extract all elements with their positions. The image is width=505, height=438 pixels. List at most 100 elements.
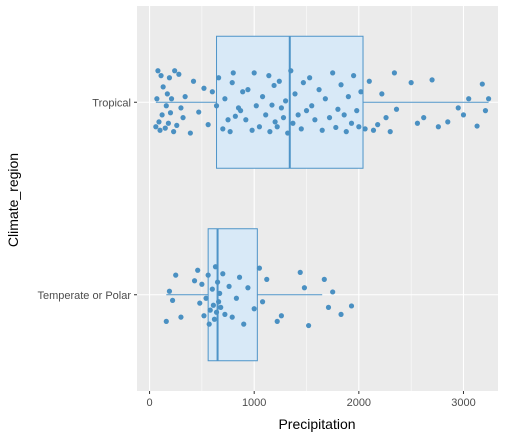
data-point xyxy=(356,124,362,130)
data-point xyxy=(309,103,315,109)
data-point xyxy=(266,73,272,79)
data-point xyxy=(178,314,184,320)
y-tick-label: Tropical xyxy=(92,97,131,109)
data-point xyxy=(174,122,180,128)
data-point xyxy=(312,117,318,123)
data-point xyxy=(379,91,385,97)
data-point xyxy=(173,272,179,278)
data-point xyxy=(168,96,175,102)
data-point xyxy=(245,285,251,291)
data-point xyxy=(345,94,351,100)
data-point xyxy=(351,73,357,79)
jitter-points xyxy=(153,68,492,329)
data-point xyxy=(201,85,207,91)
boxplots xyxy=(155,35,489,362)
x-axis: 0 1000 2000 3000 xyxy=(146,391,476,409)
data-point xyxy=(330,289,336,295)
data-point xyxy=(160,84,166,90)
data-point xyxy=(263,112,269,118)
data-point xyxy=(225,117,231,123)
data-point xyxy=(156,119,162,125)
data-point xyxy=(171,129,177,135)
data-point xyxy=(485,96,492,102)
data-point xyxy=(163,318,169,324)
data-point xyxy=(421,115,427,121)
data-point xyxy=(172,68,178,74)
data-point xyxy=(232,113,238,119)
data-point xyxy=(251,70,257,76)
data-point xyxy=(341,112,347,118)
data-point xyxy=(343,129,349,135)
data-point xyxy=(191,278,198,284)
data-point xyxy=(455,105,461,111)
data-point xyxy=(249,127,255,133)
data-point xyxy=(338,82,344,88)
data-point xyxy=(164,91,170,97)
data-point xyxy=(213,309,220,315)
data-point xyxy=(445,119,451,125)
data-point xyxy=(272,119,278,125)
data-point xyxy=(264,276,270,282)
y-axis-title: Climate_region xyxy=(5,153,21,247)
data-point xyxy=(370,127,377,133)
data-point xyxy=(269,102,275,108)
data-point xyxy=(220,126,226,132)
data-point xyxy=(253,103,259,109)
x-tick-label: 2000 xyxy=(347,397,371,409)
data-point xyxy=(245,87,251,93)
data-point xyxy=(166,288,173,294)
data-point xyxy=(358,89,364,95)
data-point xyxy=(383,115,389,121)
data-point xyxy=(278,105,284,111)
data-point xyxy=(199,281,205,287)
data-point xyxy=(187,130,193,136)
x-tick-label: 1000 xyxy=(242,397,266,409)
data-point xyxy=(303,108,310,114)
data-point xyxy=(220,271,226,277)
data-point xyxy=(300,80,306,86)
data-point xyxy=(158,73,164,79)
data-point xyxy=(330,70,336,76)
data-point xyxy=(297,269,303,275)
data-point xyxy=(479,81,485,87)
data-point xyxy=(216,299,222,305)
data-point xyxy=(217,290,223,296)
data-point xyxy=(348,303,355,309)
data-point xyxy=(207,307,213,313)
data-point xyxy=(213,103,220,109)
data-point xyxy=(259,299,266,305)
data-point xyxy=(162,125,168,131)
data-point xyxy=(274,124,280,130)
data-point xyxy=(414,120,421,126)
box xyxy=(207,228,258,362)
data-point xyxy=(466,96,472,102)
data-point xyxy=(227,129,233,135)
data-point xyxy=(182,94,188,100)
data-point xyxy=(229,80,235,86)
data-point xyxy=(222,96,228,102)
data-point xyxy=(274,318,280,324)
data-point xyxy=(307,75,313,81)
data-point xyxy=(408,80,414,86)
x-tick-label: 0 xyxy=(146,397,152,409)
data-point xyxy=(306,322,312,329)
data-point xyxy=(290,120,296,126)
data-point xyxy=(391,70,398,76)
data-point xyxy=(209,286,215,292)
data-point xyxy=(211,316,218,322)
x-tick-label: 3000 xyxy=(451,397,475,409)
data-point xyxy=(218,304,224,310)
data-point xyxy=(233,295,240,301)
data-point xyxy=(319,127,325,133)
data-point xyxy=(165,120,171,126)
data-point xyxy=(206,321,212,327)
data-point xyxy=(276,78,282,84)
data-point xyxy=(243,117,249,123)
data-point xyxy=(226,283,232,289)
data-point xyxy=(267,129,273,135)
data-point xyxy=(474,123,480,129)
data-point xyxy=(195,267,201,273)
data-point xyxy=(251,306,257,312)
data-point xyxy=(159,112,165,118)
